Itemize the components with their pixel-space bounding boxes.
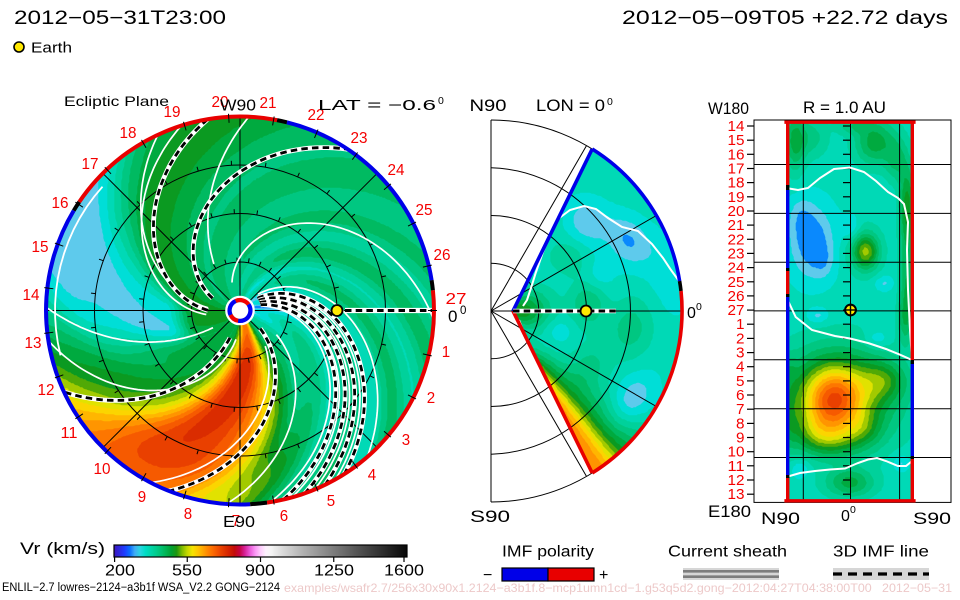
svg-text:6: 6 — [736, 388, 745, 404]
svg-text:0: 0 — [850, 504, 856, 516]
svg-text:20: 20 — [728, 204, 745, 220]
svg-text:LON = 0: LON = 0 — [536, 97, 605, 115]
svg-text:27: 27 — [728, 303, 745, 319]
svg-text:0: 0 — [438, 95, 444, 107]
svg-text:19: 19 — [728, 190, 745, 206]
svg-text:3: 3 — [402, 432, 410, 449]
svg-text:W180: W180 — [708, 99, 749, 118]
svg-text:IMF polarity: IMF polarity — [502, 544, 594, 561]
svg-text:17: 17 — [82, 156, 99, 173]
svg-text:+: + — [599, 567, 608, 584]
svg-text:3: 3 — [736, 346, 745, 362]
svg-text:24: 24 — [728, 261, 745, 277]
svg-text:21: 21 — [728, 218, 745, 234]
svg-text:2012−05−31T23:00: 2012−05−31T23:00 — [14, 7, 226, 29]
svg-text:Ecliptic Plane: Ecliptic Plane — [64, 93, 169, 109]
svg-text:15: 15 — [32, 239, 49, 256]
svg-text:25: 25 — [416, 202, 433, 219]
svg-text:20: 20 — [212, 94, 229, 111]
svg-text:3D IMF line: 3D IMF line — [833, 544, 929, 561]
svg-text:6: 6 — [280, 508, 288, 525]
svg-text:22: 22 — [728, 232, 745, 248]
svg-text:200: 200 — [105, 563, 135, 580]
svg-text:S90: S90 — [913, 510, 951, 528]
svg-text:24: 24 — [388, 162, 405, 179]
svg-text:4: 4 — [736, 360, 745, 376]
svg-text:26: 26 — [434, 247, 451, 264]
svg-text:−: − — [483, 567, 492, 584]
svg-text:9: 9 — [736, 431, 745, 447]
svg-text:13: 13 — [25, 335, 42, 352]
svg-text:Earth: Earth — [31, 41, 72, 57]
svg-text:11: 11 — [61, 425, 78, 442]
svg-text:S90: S90 — [470, 508, 510, 526]
svg-text:900: 900 — [245, 563, 275, 580]
svg-text:9: 9 — [138, 489, 146, 506]
svg-text:4: 4 — [368, 467, 377, 484]
svg-text:8: 8 — [736, 416, 745, 432]
svg-text:16: 16 — [728, 147, 745, 163]
svg-text:5: 5 — [736, 374, 745, 390]
svg-text:7: 7 — [232, 513, 240, 530]
svg-text:12: 12 — [38, 382, 55, 399]
svg-text:R = 1.0 AU: R = 1.0 AU — [803, 99, 886, 117]
svg-text:14: 14 — [23, 287, 40, 304]
svg-text:E90: E90 — [223, 514, 255, 531]
svg-text:ENLIL−2.7 lowres−2124−a3b1f WS: ENLIL−2.7 lowres−2124−a3b1f WSA_V2.2 GON… — [2, 582, 281, 594]
svg-text:LAT = −0.6: LAT = −0.6 — [318, 97, 436, 114]
svg-text:12: 12 — [728, 473, 745, 489]
svg-text:7: 7 — [736, 402, 745, 418]
svg-text:0: 0 — [687, 305, 696, 322]
svg-text:23: 23 — [728, 246, 745, 262]
svg-text:13: 13 — [728, 487, 745, 503]
svg-text:2: 2 — [427, 390, 435, 407]
svg-text:17: 17 — [728, 162, 745, 178]
svg-text:N90: N90 — [470, 97, 507, 115]
svg-text:E180: E180 — [708, 502, 751, 521]
svg-text:21: 21 — [260, 95, 277, 112]
svg-text:23: 23 — [351, 130, 368, 147]
svg-text:N90: N90 — [761, 510, 800, 528]
svg-text:18: 18 — [120, 125, 137, 142]
svg-text:10: 10 — [728, 445, 745, 461]
svg-text:25: 25 — [728, 275, 745, 291]
svg-text:Current sheath: Current sheath — [668, 544, 787, 561]
svg-text:1: 1 — [442, 344, 450, 361]
svg-text:0: 0 — [607, 96, 613, 108]
svg-text:16: 16 — [52, 195, 69, 212]
svg-text:Vr (km/s): Vr (km/s) — [20, 539, 105, 558]
svg-text:26: 26 — [728, 289, 745, 305]
svg-text:550: 550 — [172, 563, 202, 580]
svg-text:22: 22 — [308, 107, 325, 124]
svg-text:15: 15 — [728, 133, 745, 149]
svg-text:10: 10 — [94, 461, 111, 478]
svg-text:0: 0 — [460, 305, 466, 317]
svg-text:1600: 1600 — [384, 563, 424, 580]
svg-text:18: 18 — [728, 176, 745, 192]
svg-text:27: 27 — [446, 291, 467, 308]
svg-text:1250: 1250 — [314, 563, 354, 580]
svg-text:0: 0 — [448, 307, 457, 326]
svg-text:0: 0 — [841, 508, 850, 525]
svg-text:19: 19 — [164, 104, 181, 121]
svg-text:0: 0 — [696, 301, 702, 313]
svg-text:examples/wsafr2.7/256x30x90x1.: examples/wsafr2.7/256x30x90x1.2124−a3b1f… — [284, 581, 952, 595]
svg-text:W90: W90 — [220, 98, 256, 115]
svg-text:2012−05−09T05 +22.72 days: 2012−05−09T05 +22.72 days — [622, 7, 948, 29]
svg-text:8: 8 — [184, 506, 192, 523]
svg-text:5: 5 — [327, 493, 335, 510]
svg-text:1: 1 — [736, 317, 745, 333]
svg-text:14: 14 — [728, 119, 745, 135]
svg-text:11: 11 — [728, 459, 745, 475]
svg-text:2: 2 — [736, 331, 745, 347]
